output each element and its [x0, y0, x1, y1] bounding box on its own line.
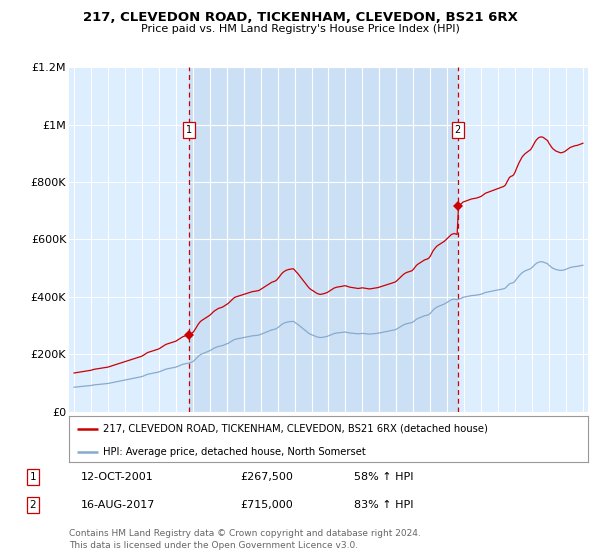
Text: 2: 2: [455, 125, 461, 136]
Bar: [189, 67, 458, 412]
Text: 16-AUG-2017: 16-AUG-2017: [81, 500, 155, 510]
Text: 1: 1: [29, 472, 37, 482]
Text: 58% ↑ HPI: 58% ↑ HPI: [354, 472, 413, 482]
Text: 83% ↑ HPI: 83% ↑ HPI: [354, 500, 413, 510]
Text: 217, CLEVEDON ROAD, TICKENHAM, CLEVEDON, BS21 6RX (detached house): 217, CLEVEDON ROAD, TICKENHAM, CLEVEDON,…: [103, 424, 488, 434]
Text: £267,500: £267,500: [240, 472, 293, 482]
Text: £715,000: £715,000: [240, 500, 293, 510]
Text: Price paid vs. HM Land Registry's House Price Index (HPI): Price paid vs. HM Land Registry's House …: [140, 24, 460, 34]
Text: Contains HM Land Registry data © Crown copyright and database right 2024.
This d: Contains HM Land Registry data © Crown c…: [69, 529, 421, 550]
Text: 217, CLEVEDON ROAD, TICKENHAM, CLEVEDON, BS21 6RX: 217, CLEVEDON ROAD, TICKENHAM, CLEVEDON,…: [83, 11, 517, 24]
Text: 2: 2: [29, 500, 37, 510]
Text: 1: 1: [186, 125, 193, 136]
Text: 12-OCT-2001: 12-OCT-2001: [81, 472, 154, 482]
Text: HPI: Average price, detached house, North Somerset: HPI: Average price, detached house, Nort…: [103, 447, 365, 457]
